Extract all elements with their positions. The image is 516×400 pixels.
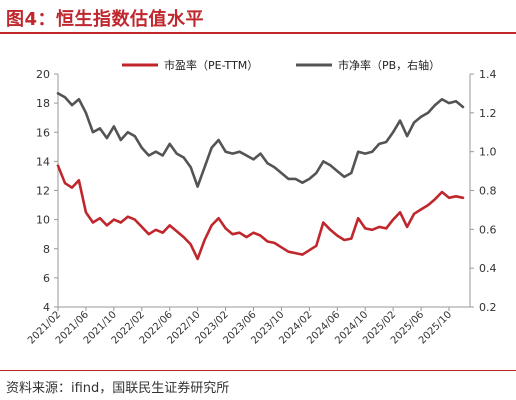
source-divider	[0, 370, 516, 371]
legend-pe-label: 市盈率（PE-TTM）	[164, 58, 258, 72]
right-axis-tick-label: 1.0	[479, 146, 497, 159]
right-axis-tick-label: 0.2	[479, 301, 497, 314]
right-axis-tick-label: 0.6	[479, 223, 497, 236]
pe-series-line	[56, 164, 465, 261]
right-axis-tick-label: 1.2	[479, 107, 497, 120]
right-axis-tick-label: 0.8	[479, 185, 497, 198]
left-axis-tick-label: 10	[36, 214, 50, 227]
figure-title: 图4：恒生指数估值水平	[6, 9, 205, 30]
pb-series-line	[56, 92, 465, 188]
left-axis-tick-label: 8	[43, 243, 50, 256]
title-divider	[0, 32, 516, 34]
legend-pb-label: 市净率（PB，右轴）	[338, 58, 440, 72]
left-axis-tick-label: 6	[43, 272, 50, 285]
left-axis-tick-label: 16	[36, 126, 50, 139]
figure-title-bar: 图4：恒生指数估值水平	[0, 1, 516, 34]
right-axis-tick-label: 0.4	[479, 262, 497, 275]
source-note: 资料来源：ifind，国联民生证券研究所	[6, 381, 230, 396]
left-axis-tick-label: 12	[36, 185, 50, 198]
right-axis-tick-label: 1.4	[479, 68, 497, 81]
left-axis-tick-label: 14	[36, 155, 50, 168]
left-axis-tick-label: 4	[43, 301, 50, 314]
left-axis-tick-label: 18	[36, 97, 50, 110]
left-axis-tick-label: 20	[36, 68, 50, 81]
